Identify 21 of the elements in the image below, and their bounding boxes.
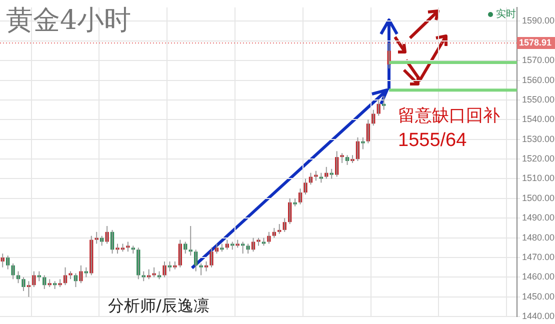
- y-tick-label: 1530.00: [522, 134, 555, 144]
- chart-title: 黄金4小时: [6, 4, 132, 38]
- y-tick-label: 1590.00: [522, 16, 555, 26]
- annotation: 实时: [495, 8, 516, 21]
- y-tick-label: 1540.00: [522, 114, 555, 124]
- y-tick-label: 1480.00: [522, 232, 555, 242]
- annotation: 1555/64: [398, 130, 467, 152]
- y-tick-label: 1560.00: [522, 74, 555, 85]
- y-tick-label: 1550.00: [522, 94, 555, 104]
- y-tick-label: 1470.00: [522, 252, 555, 262]
- annotation: 分析师/辰逸凛: [108, 296, 210, 317]
- annotation: 留意缺口回补: [398, 105, 500, 127]
- y-tick-label: 1460.00: [522, 272, 555, 282]
- y-tick-label: 1440.00: [522, 311, 555, 322]
- y-tick-label: 1490.00: [522, 212, 555, 223]
- y-tick-label: 1500.00: [522, 192, 555, 203]
- ref-line-label: 1578.91: [519, 38, 552, 48]
- y-tick-label: 1570.00: [522, 55, 555, 66]
- y-tick-label: 1520.00: [522, 154, 555, 164]
- y-tick-label: 1450.00: [522, 291, 555, 302]
- y-tick-label: 1510.00: [522, 173, 555, 184]
